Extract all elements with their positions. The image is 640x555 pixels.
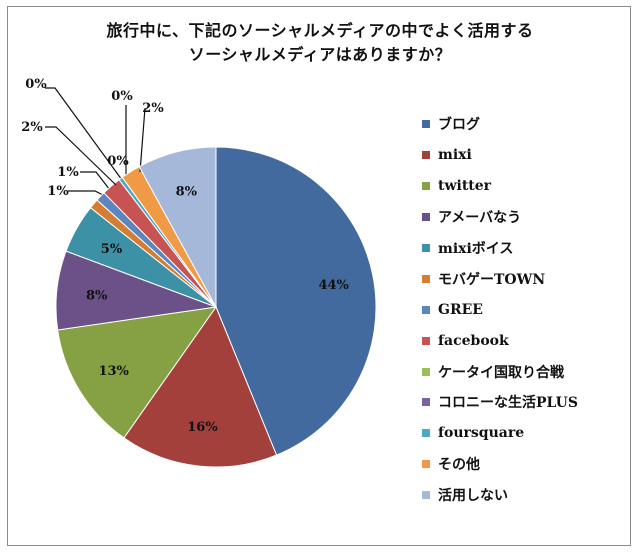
leader-line-7: [45, 126, 117, 186]
legend-swatch: [422, 274, 430, 283]
leader-line-8: [45, 87, 123, 181]
legend-swatch: [422, 336, 430, 345]
chart-title-line-2: ソーシャルメディアはありますか？: [188, 45, 452, 64]
legend: ブログ mixi twitter アメーバなう mixiボイスモバゲーTOWN GREE f…: [422, 109, 622, 511]
data-label-10: 0%: [107, 154, 129, 169]
data-label-11: 2%: [142, 101, 164, 116]
data-label-0: 44%: [318, 278, 349, 293]
legend-swatch: [422, 429, 430, 438]
legend-swatch: [422, 244, 430, 252]
pie-slice-1: [123, 305, 278, 468]
legend-item: 活用しない: [422, 480, 622, 511]
data-label-12: 8%: [176, 185, 198, 200]
legend-label: アメーバなう: [438, 210, 522, 227]
legend-swatch: [422, 120, 430, 129]
data-label-7: 2%: [21, 120, 43, 135]
legend-item: ブログ: [422, 109, 622, 140]
legend-swatch: [422, 398, 430, 407]
legend-item: facebook: [422, 325, 622, 356]
legend-item: コロニーな生活PLUS: [422, 387, 622, 418]
legend-swatch: [422, 491, 430, 500]
pie-slice-0: [215, 146, 377, 456]
chart-title-line-1: 旅行中に、下記のソーシャルメディアの中でよく活用する: [106, 21, 534, 40]
legend-label: GREE: [438, 301, 483, 318]
legend-item: GREE: [422, 294, 622, 325]
data-label-8: 0%: [25, 77, 47, 92]
legend-label: facebook: [438, 332, 509, 349]
legend-item: アメーバなう: [422, 202, 622, 233]
pie-slice-12: [138, 146, 217, 308]
leader-line-5: [68, 190, 106, 197]
legend-swatch: [422, 151, 430, 160]
data-label-1: 16%: [187, 420, 218, 435]
leader-line-11: [139, 107, 146, 173]
legend-item: foursquare: [422, 418, 622, 449]
legend-label: 活用しない: [438, 488, 508, 505]
legend-label: その他: [438, 457, 480, 474]
data-label-9: 0%: [111, 89, 133, 104]
legend-swatch: [422, 182, 430, 191]
data-label-4: 5%: [101, 242, 123, 257]
legend-item: その他: [422, 449, 622, 480]
data-label-2: 13%: [98, 364, 129, 379]
data-label-3: 8%: [86, 288, 108, 303]
data-label-6: 1%: [57, 165, 79, 180]
legend-swatch: [422, 460, 430, 469]
legend-label: foursquare: [438, 425, 525, 442]
legend-swatch: [422, 305, 430, 314]
legend-label: ケータイ国取り合戦: [438, 364, 564, 381]
legend-label: mixiボイス: [438, 241, 514, 257]
chart-title: 旅行中に、下記のソーシャルメディアの中でよく活用する ソーシャルメディアはありま…: [0, 19, 640, 67]
legend-swatch: [422, 213, 430, 222]
legend-swatch: [422, 367, 430, 376]
pie-slice-2: [57, 306, 218, 439]
legend-item: mixi: [422, 140, 622, 171]
legend-item: mixiボイス: [422, 233, 622, 264]
legend-item: モバゲーTOWN: [422, 263, 622, 294]
legend-label: mixi: [438, 147, 472, 164]
legend-label: twitter: [438, 178, 492, 195]
legend-label: コロニーな生活PLUS: [438, 395, 578, 412]
legend-item: ケータイ国取り合戦: [422, 356, 622, 387]
legend-label: モバゲーTOWN: [438, 271, 546, 288]
legend-label: ブログ: [438, 117, 480, 134]
legend-item: twitter: [422, 171, 622, 202]
data-label-5: 1%: [47, 184, 69, 199]
leader-line-6: [80, 171, 111, 191]
